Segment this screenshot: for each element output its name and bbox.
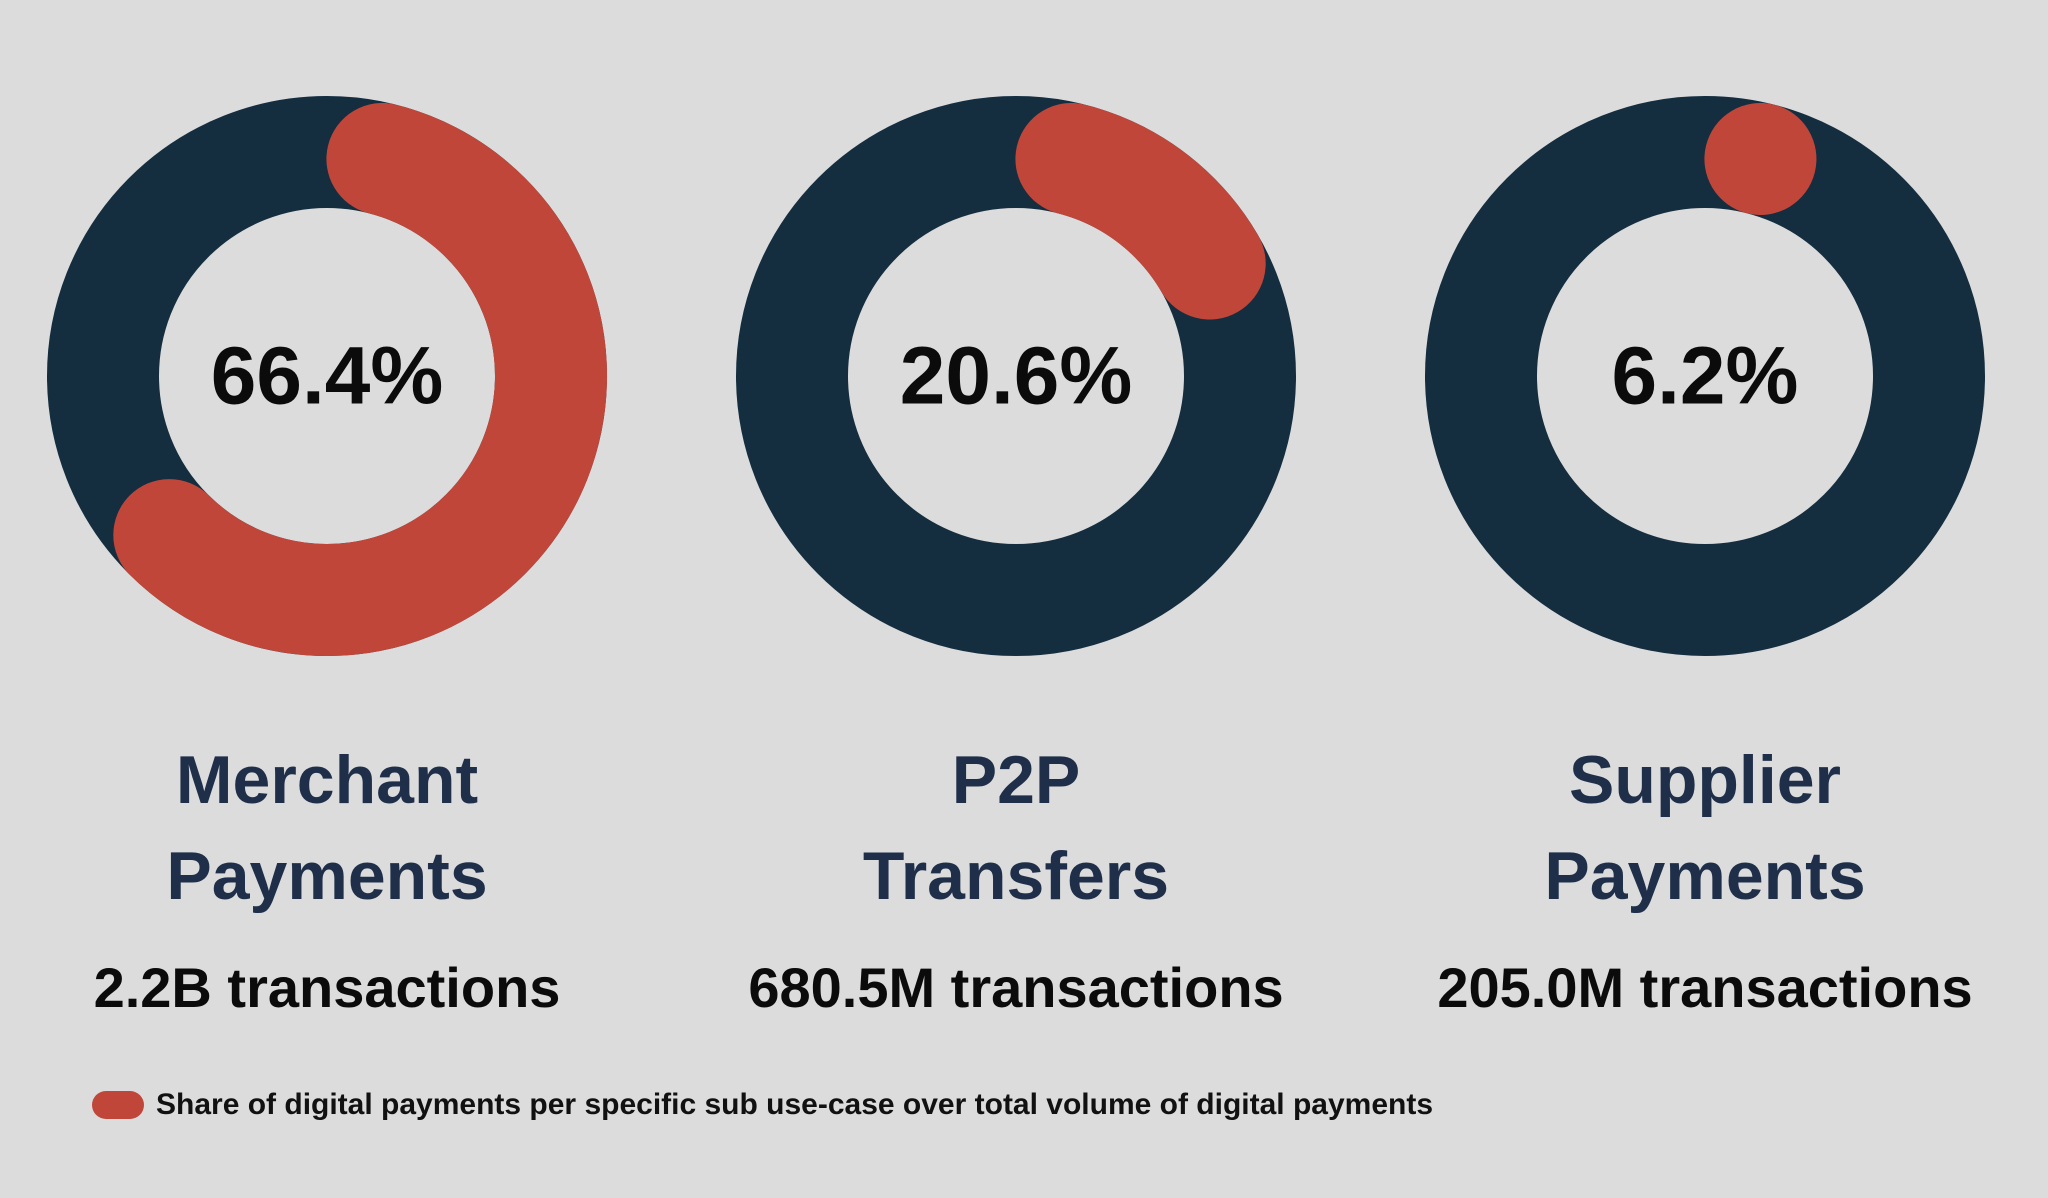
transactions-label-p2p-transfers: 680.5M transactions xyxy=(748,956,1284,1019)
donut-share-arc-p2p-transfers xyxy=(736,96,1296,656)
donut-panel-p2p-transfers: 20.6% P2P Transfers 680.5M transactions xyxy=(706,0,1326,1040)
category-label-line2: Transfers xyxy=(862,838,1170,914)
percentage-label-merchant-payments: 66.4% xyxy=(211,331,444,422)
percentage-label-p2p-transfers: 20.6% xyxy=(900,331,1133,422)
category-label-merchant-payments: Merchant Payments xyxy=(17,732,637,924)
category-label-line2: Payments xyxy=(1544,838,1866,914)
category-label-supplier-payments: Supplier Payments xyxy=(1395,732,2015,924)
donut-chart-p2p-transfers: 20.6% xyxy=(736,96,1296,656)
category-label-line1: Supplier xyxy=(1568,742,1842,818)
transactions-label-supplier-payments: 205.0M transactions xyxy=(1437,956,1973,1019)
donut-panel-supplier-payments: 6.2% Supplier Payments 205.0M transactio… xyxy=(1395,0,2015,1040)
donut-panel-merchant-payments: 66.4% Merchant Payments 2.2B transaction… xyxy=(17,0,637,1040)
category-label-line2: Payments xyxy=(166,838,488,914)
category-label-line1: P2P xyxy=(951,742,1081,818)
donut-share-arc-supplier-payments xyxy=(1425,96,1985,656)
legend-swatch xyxy=(92,1091,144,1119)
percentage-label-supplier-payments: 6.2% xyxy=(1612,331,1799,422)
category-label-line1: Merchant xyxy=(175,742,479,818)
legend: Share of digital payments per specific s… xyxy=(92,1085,1433,1125)
category-label-p2p-transfers: P2P Transfers xyxy=(706,732,1326,924)
donut-chart-merchant-payments: 66.4% xyxy=(47,96,607,656)
donut-chart-supplier-payments: 6.2% xyxy=(1425,96,1985,656)
transactions-label-merchant-payments: 2.2B transactions xyxy=(93,956,561,1019)
legend-label: Share of digital payments per specific s… xyxy=(156,1088,1434,1121)
donut-share-arc-merchant-payments xyxy=(47,96,607,656)
